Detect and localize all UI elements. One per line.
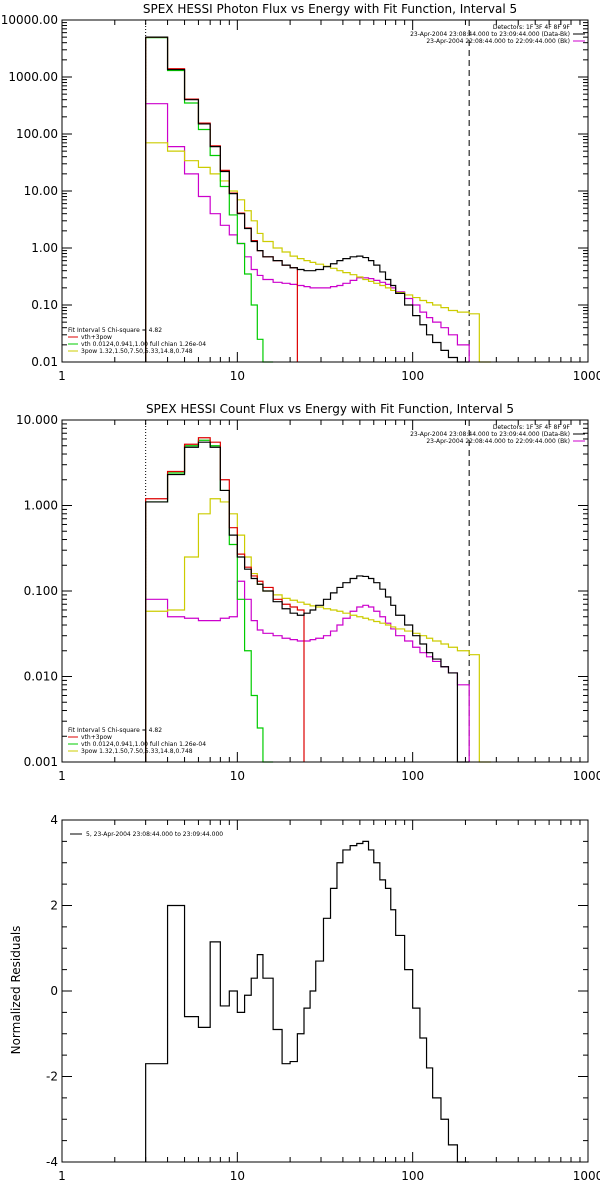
x-tick-label: 1000 xyxy=(573,369,600,383)
y-tick-label: 0.10 xyxy=(31,298,58,312)
y-tick-label: 0.01 xyxy=(31,355,58,369)
series-total xyxy=(145,36,470,363)
series-total xyxy=(145,441,470,763)
plot-frame xyxy=(61,819,589,1163)
legend-left-entry: 3pow 1.32,1.50,7.50,5.33,14.8,0.748 xyxy=(81,348,193,355)
series-vth-plus-3pow xyxy=(145,36,298,362)
legend-left-entry: vth+3pow xyxy=(81,734,112,741)
x-tick-label: 100 xyxy=(401,369,424,383)
plot-frame xyxy=(61,19,589,363)
y-tick-label: 2 xyxy=(50,899,58,913)
series-vth xyxy=(145,439,274,763)
y-tick-label: 10.000 xyxy=(16,413,58,427)
series-total xyxy=(145,840,470,1163)
x-tick-label: 10 xyxy=(230,1169,245,1183)
x-tick-label: 1 xyxy=(58,769,66,783)
y-tick-label: 0.001 xyxy=(24,755,58,769)
x-tick-label: 100 xyxy=(401,1169,424,1183)
legend-right-entry: 23-Apr-2004 23:08:44.000 to 23:09:44.000… xyxy=(410,31,570,38)
y-tick-label: 4 xyxy=(50,813,58,827)
plot-frame xyxy=(61,419,589,763)
series-bk xyxy=(145,580,470,762)
residuals-ylabel: Normalized Residuals xyxy=(9,926,23,1055)
series-bk xyxy=(145,103,470,362)
y-tick-label: 10.00 xyxy=(24,184,58,198)
x-tick-label: 1 xyxy=(58,1169,66,1183)
y-tick-label: 1.00 xyxy=(31,241,58,255)
photon-flux-panel: SPEX HESSI Photon Flux vs Energy with Fi… xyxy=(1,2,600,383)
legend-left-entry: vth 0.0124,0.941,1.00 full chian 1.26e-0… xyxy=(81,341,206,348)
x-tick-label: 1000 xyxy=(573,1169,600,1183)
x-tick-label: 10 xyxy=(230,769,245,783)
x-tick-label: 100 xyxy=(401,769,424,783)
series-vth-plus-3pow xyxy=(145,437,305,762)
y-tick-label: 0 xyxy=(50,984,58,998)
series-vth xyxy=(145,37,274,363)
legend-left-entry: Fit Interval 5 Chi-square = 4.82 xyxy=(68,727,162,734)
residuals-panel: Normalized Residuals 5, 23-Apr-2004 23:0… xyxy=(9,813,600,1183)
legend-right-entry: Detectors: 1F 3F 4F 8F 9F xyxy=(493,24,571,31)
count-flux-title: SPEX HESSI Count Flux vs Energy with Fit… xyxy=(146,402,514,416)
y-tick-label: 10000.00 xyxy=(1,13,58,27)
y-tick-label: 1000.00 xyxy=(8,70,58,84)
residuals-legend: 5, 23-Apr-2004 23:08:44.000 to 23:09:44.… xyxy=(86,831,223,838)
legend-left-entry: Fit Interval 5 Chi-square = 4.82 xyxy=(68,327,162,334)
y-tick-label: 100.00 xyxy=(16,127,58,141)
legend-left-entry: 3pow 1.32,1.50,7.50,5.33,14.8,0.748 xyxy=(81,748,193,755)
legend-left-entry: vth 0.0124,0.941,1.00 full chian 1.26e-0… xyxy=(81,741,206,748)
y-tick-label: -2 xyxy=(46,1070,58,1084)
y-tick-label: 0.100 xyxy=(24,584,58,598)
series-bpow xyxy=(145,498,492,763)
count-flux-panel: SPEX HESSI Count Flux vs Energy with Fit… xyxy=(16,402,600,783)
legend-right-entry: 23-Apr-2004 22:08:44.000 to 22:09:44.000… xyxy=(426,438,570,445)
legend-left-entry: vth+3pow xyxy=(81,334,112,341)
x-tick-label: 1 xyxy=(58,369,66,383)
series-bpow xyxy=(145,142,492,363)
y-tick-label: 0.010 xyxy=(24,670,58,684)
photon-flux-title: SPEX HESSI Photon Flux vs Energy with Fi… xyxy=(143,2,517,16)
x-tick-label: 1000 xyxy=(573,769,600,783)
y-tick-label: -4 xyxy=(46,1155,58,1169)
legend-right-entry: 23-Apr-2004 23:08:44.000 to 23:09:44.000… xyxy=(410,431,570,438)
y-tick-label: 1.000 xyxy=(24,499,58,513)
legend-right-entry: 23-Apr-2004 22:08:44.000 to 22:09:44.000… xyxy=(426,38,570,45)
x-tick-label: 10 xyxy=(230,369,245,383)
legend-right-entry: Detectors: 1F 3F 4F 8F 9F xyxy=(493,424,571,431)
